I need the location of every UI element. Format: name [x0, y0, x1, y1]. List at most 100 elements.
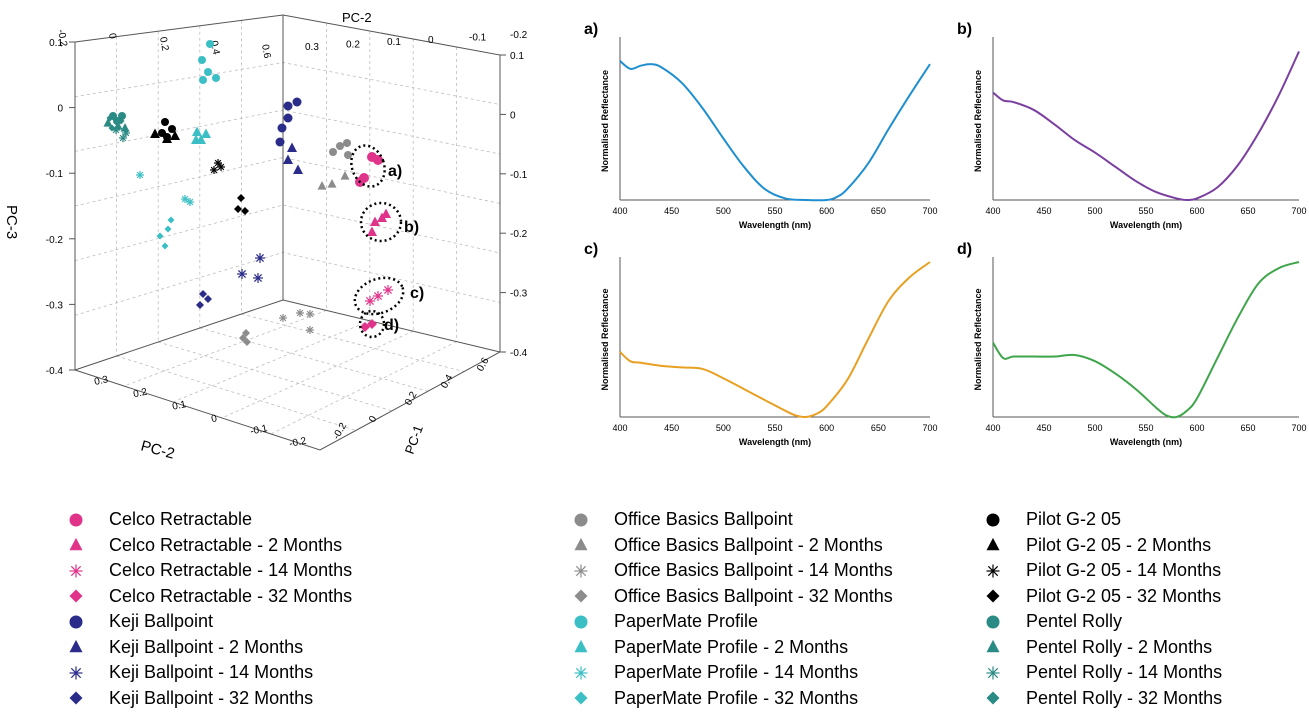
- pca-z-tick-label: 0.1: [49, 38, 63, 49]
- pca-point: [381, 208, 391, 218]
- legend-label: Keji Ballpoint: [109, 611, 214, 632]
- pca-gridline: [158, 341, 393, 412]
- pca-3d-scatter-plot: 0.1 0.1 0 0 -0.1 -0.1 -0.2 -0.2 -0.3 -0.3 -0.4 -0.4…: [3, 10, 528, 463]
- pca-point-stroke: [237, 269, 247, 279]
- pca-z-tick-label: -0.3: [46, 300, 64, 311]
- pca-point: [344, 151, 352, 159]
- pca-point: [370, 216, 380, 226]
- pca-point: [242, 329, 250, 337]
- pca-x-tick-label: 0: [210, 413, 218, 425]
- legend-item: Celco Retractable: [65, 507, 352, 533]
- legend-label: Pentel Rolly: [1026, 611, 1123, 632]
- legend-item: Pilot G-2 05 - 2 Months: [982, 533, 1222, 559]
- legend-label: Celco Retractable - 32 Months: [109, 585, 353, 606]
- spectrum-line: [619, 60, 931, 202]
- legend-marker: [69, 564, 83, 578]
- x-tick-label: 400: [985, 423, 1000, 433]
- pca-point: [373, 291, 383, 301]
- legend-item: Pentel Rolly - 14 Months: [982, 660, 1222, 686]
- pca-point: [275, 137, 285, 147]
- legend-item: Keji Ballpoint - 2 Months: [65, 635, 352, 661]
- x-tick-label: 450: [664, 206, 679, 216]
- pca-point-stroke: [306, 310, 314, 318]
- legend-item: Pilot G-2 05: [982, 507, 1222, 533]
- legend-label: Celco Retractable: [109, 509, 253, 530]
- y-axis-title: Normalised Reflectance: [973, 70, 983, 172]
- spectrum-panel-a: a) 400 450 500 550 600 650 700 Wavelength (nm) No…: [584, 21, 938, 230]
- x-tick-label: 500: [1087, 206, 1102, 216]
- pca-point: [120, 123, 130, 132]
- x-tick-label: 450: [1036, 423, 1051, 433]
- legend-label: Pilot G-2 05 - 14 Months: [1026, 560, 1222, 581]
- pca-gridline: [199, 327, 429, 392]
- x-axis-title: Wavelength (nm): [739, 437, 811, 447]
- x-tick-label: 450: [1036, 206, 1051, 216]
- x-tick-label: 550: [767, 423, 782, 433]
- pca-gridline: [270, 341, 457, 435]
- pca-callout-label: c): [410, 285, 424, 302]
- legend-label: Celco Retractable - 14 Months: [109, 560, 353, 581]
- pca-top-y-tick-label: 0.2: [157, 36, 170, 52]
- circle-marker-icon: [986, 615, 1000, 629]
- pca-z-tick-label: 0: [57, 104, 63, 115]
- pca-point: [161, 118, 169, 126]
- pca-point: [204, 68, 212, 76]
- x-tick-label: 550: [1138, 423, 1153, 433]
- legend-item: Office Basics Ballpoint - 32 Months: [570, 584, 893, 610]
- pca-callout-label: b): [404, 219, 419, 236]
- pca-point: [170, 130, 180, 140]
- x-tick-label: 650: [871, 206, 886, 216]
- pca-box-edge: [74, 299, 284, 371]
- triangle-marker-icon: [69, 538, 83, 551]
- pca-point: [367, 226, 377, 236]
- legend-marker: [986, 615, 1000, 629]
- diamond-marker-icon: [986, 691, 1000, 705]
- legend-label: Pilot G-2 05: [1026, 509, 1122, 530]
- pca-y-tick-label: 0.2: [403, 390, 420, 408]
- pca-point: [283, 101, 293, 111]
- legend-marker-stroke: [987, 667, 999, 678]
- x-tick-label: 700: [1291, 206, 1306, 216]
- legend-label: Office Basics Ballpoint - 32 Months: [614, 585, 893, 606]
- legend-label: Office Basics Ballpoint - 14 Months: [614, 560, 893, 581]
- diamond-marker-icon: [69, 691, 83, 705]
- x-tick-label: 600: [819, 423, 834, 433]
- pca-y-tick-label: 0: [367, 414, 380, 425]
- legend-item: Pilot G-2 05 - 14 Months: [982, 558, 1222, 584]
- legend-marker: [69, 666, 83, 680]
- pca-z-tick-label: -0.4: [46, 366, 64, 377]
- pca-point-stroke: [217, 163, 225, 171]
- legend-marker: [574, 564, 588, 578]
- legend-marker: [574, 666, 588, 680]
- pca-point: [234, 205, 242, 213]
- legend-item: Keji Ballpoint - 32 Months: [65, 686, 352, 712]
- legend-item: PaperMate Profile - 2 Months: [570, 635, 893, 661]
- legend-marker: [574, 513, 588, 527]
- legend-marker: [574, 615, 588, 629]
- panel-label: b): [957, 21, 972, 38]
- asterisk-marker-icon: [69, 564, 83, 578]
- pca-gridline: [123, 310, 327, 387]
- x-tick-label: 400: [612, 423, 627, 433]
- pca-point: [340, 171, 350, 180]
- pca-x-tick-label: -0.1: [249, 423, 269, 437]
- spectrum-panel-b: b) 400 450 500 550 600 650 700 Wavelength (nm) No…: [957, 21, 1307, 230]
- pca-point: [253, 273, 263, 283]
- y-axis-title: Normalised Reflectance: [600, 70, 610, 172]
- pca-gridline: [116, 355, 357, 431]
- panel-label: c): [584, 241, 598, 258]
- pca-point: [156, 232, 164, 240]
- pca-point-stroke: [279, 314, 287, 322]
- triangle-marker-icon: [986, 640, 1000, 653]
- pca-point: [191, 134, 201, 144]
- pca-point-stroke: [296, 309, 304, 317]
- legend-item: Celco Retractable - 32 Months: [65, 584, 352, 610]
- pca-point-stroke: [181, 195, 189, 203]
- pca-point-stroke: [373, 291, 383, 301]
- legend-item: Pentel Rolly - 32 Months: [982, 686, 1222, 712]
- circle-marker-icon: [69, 615, 83, 629]
- legend-marker: [574, 640, 588, 653]
- legend-marker: [574, 589, 588, 603]
- pca-x-axis-title: PC-2: [139, 437, 176, 462]
- triangle-marker-icon: [574, 538, 588, 551]
